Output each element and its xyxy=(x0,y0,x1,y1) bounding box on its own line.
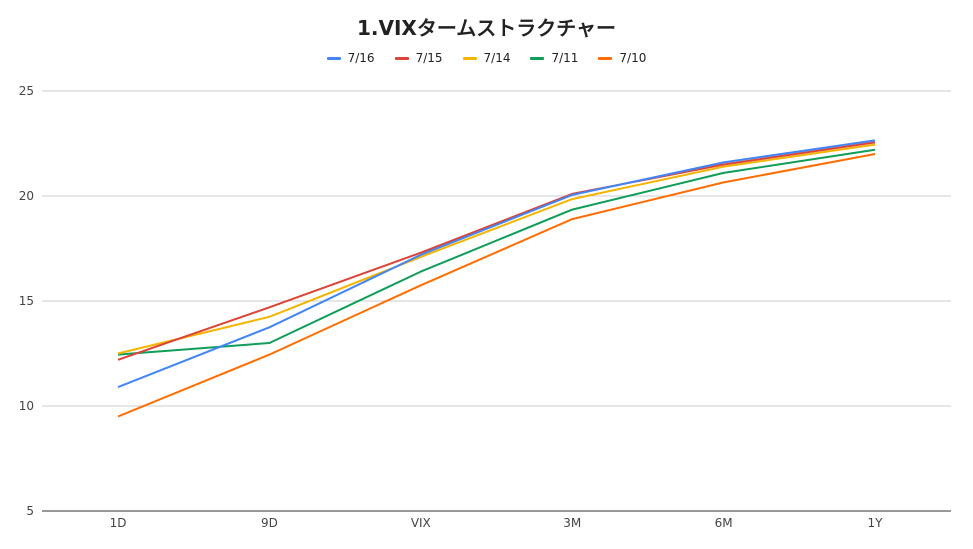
y-tick-label: 25 xyxy=(19,84,34,98)
x-tick-label: VIX xyxy=(411,516,431,530)
series-line xyxy=(117,153,876,418)
legend-label: 7/10 xyxy=(619,51,647,65)
legend-item: 7/16 xyxy=(326,51,375,65)
legend: 7/16 7/15 7/14 7/11 7/10 xyxy=(0,51,973,65)
legend-item: 7/11 xyxy=(530,51,578,65)
chart-title: 1.VIXタームストラクチャー xyxy=(356,16,617,40)
x-tick-label: 6M xyxy=(715,516,733,530)
x-tick-label: 3M xyxy=(563,516,581,530)
legend-label: 7/14 xyxy=(483,51,511,65)
y-tick-label: 10 xyxy=(19,399,34,413)
legend-swatch xyxy=(530,56,545,60)
x-tick-label: 9D xyxy=(261,516,278,530)
legend-swatch xyxy=(598,56,613,60)
legend-swatch xyxy=(326,56,341,60)
legend-item: 7/14 xyxy=(462,51,511,65)
legend-swatch xyxy=(394,56,409,60)
legend-label: 7/16 xyxy=(347,51,375,65)
legend-label: 7/11 xyxy=(551,51,579,65)
series-line xyxy=(117,139,876,389)
legend-item: 7/15 xyxy=(394,51,443,65)
legend-label: 7/15 xyxy=(415,51,443,65)
series-line xyxy=(117,148,876,356)
series-line xyxy=(117,143,876,355)
x-tick-label: 1Y xyxy=(868,516,884,530)
y-tick-label: 20 xyxy=(19,189,34,203)
x-tick-label: 1D xyxy=(110,516,127,530)
y-tick-label: 15 xyxy=(19,294,34,308)
series-line xyxy=(117,141,876,361)
y-tick-label: 5 xyxy=(26,504,34,518)
legend-swatch xyxy=(462,56,477,60)
legend-item: 7/10 xyxy=(598,51,646,65)
